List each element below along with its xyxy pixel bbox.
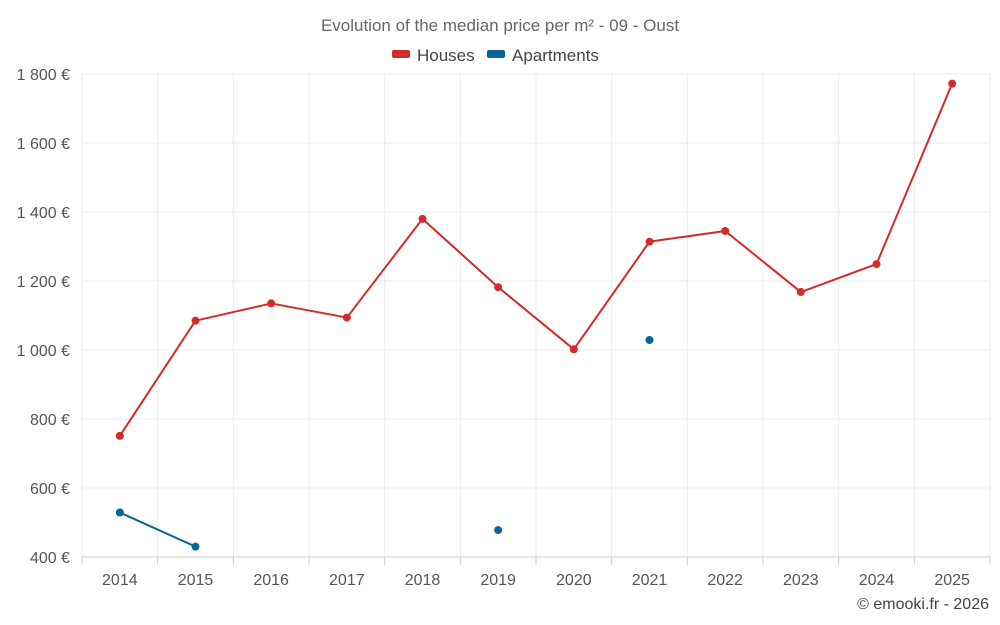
x-tick-label: 2024 bbox=[859, 572, 895, 589]
x-tick-label: 2025 bbox=[934, 572, 970, 589]
x-tick-label: 2021 bbox=[632, 572, 668, 589]
data-point-houses-2022[interactable] bbox=[721, 226, 730, 235]
x-tick-label: 2019 bbox=[480, 572, 516, 589]
y-tick-label: 1 400 € bbox=[17, 205, 70, 222]
series-houses bbox=[115, 79, 957, 440]
data-point-houses-2021[interactable] bbox=[645, 237, 654, 246]
x-tick-label: 2015 bbox=[178, 572, 214, 589]
y-tick-label: 1 800 € bbox=[17, 67, 70, 84]
y-tick-label: 600 € bbox=[30, 481, 70, 498]
data-point-houses-2018[interactable] bbox=[418, 214, 427, 223]
data-point-apartments-2021[interactable] bbox=[645, 335, 654, 344]
data-point-houses-2016[interactable] bbox=[267, 299, 276, 308]
data-point-houses-2020[interactable] bbox=[569, 345, 578, 354]
credit-text: © emooki.fr - 2026 bbox=[857, 596, 989, 613]
grid bbox=[81, 73, 991, 558]
legend-swatch-houses bbox=[392, 50, 410, 58]
x-tick-label: 2017 bbox=[329, 572, 365, 589]
data-point-houses-2017[interactable] bbox=[342, 313, 351, 322]
legend-swatch-apartments bbox=[487, 50, 505, 58]
y-tick-label: 1 000 € bbox=[17, 343, 70, 360]
legend-item-apartments[interactable]: Apartments bbox=[487, 46, 599, 65]
y-tick-label: 1 600 € bbox=[17, 136, 70, 153]
series-line-apartments bbox=[119, 511, 196, 548]
series-line-houses bbox=[118, 83, 954, 437]
legend-label-apartments: Apartments bbox=[512, 46, 599, 65]
x-tick-label: 2020 bbox=[556, 572, 592, 589]
data-point-houses-2019[interactable] bbox=[494, 283, 503, 292]
data-point-houses-2024[interactable] bbox=[872, 260, 881, 269]
x-tick-label: 2014 bbox=[102, 572, 138, 589]
x-tick-label: 2016 bbox=[253, 572, 289, 589]
data-point-houses-2015[interactable] bbox=[191, 316, 200, 325]
data-point-houses-2023[interactable] bbox=[796, 288, 805, 297]
y-tick-label: 400 € bbox=[30, 550, 70, 567]
legend: Houses Apartments bbox=[392, 46, 599, 65]
x-axis-ticks: 2014 2015 2016 2017 2018 2019 2020 2021 2022 2023… bbox=[81, 557, 991, 589]
legend-label-houses: Houses bbox=[417, 46, 475, 65]
legend-item-houses[interactable]: Houses bbox=[392, 46, 475, 65]
data-point-apartments-2014[interactable] bbox=[115, 508, 124, 517]
x-tick-label: 2022 bbox=[707, 572, 743, 589]
series-apartments bbox=[115, 335, 654, 551]
chart-title: Evolution of the median price per m² - 0… bbox=[321, 16, 679, 35]
data-point-houses-2014[interactable] bbox=[115, 431, 124, 440]
series bbox=[115, 79, 957, 551]
data-point-apartments-2019[interactable] bbox=[494, 526, 503, 535]
y-tick-label: 800 € bbox=[30, 412, 70, 429]
x-tick-label: 2023 bbox=[783, 572, 819, 589]
y-axis-ticks: 400 € 600 € 800 € 1 000 € 1 200 € 1 400 € 1 60… bbox=[17, 67, 70, 567]
data-point-houses-2025[interactable] bbox=[948, 79, 957, 88]
y-tick-label: 1 200 € bbox=[17, 274, 70, 291]
x-tick-label: 2018 bbox=[405, 572, 441, 589]
data-point-apartments-2015[interactable] bbox=[191, 542, 200, 551]
